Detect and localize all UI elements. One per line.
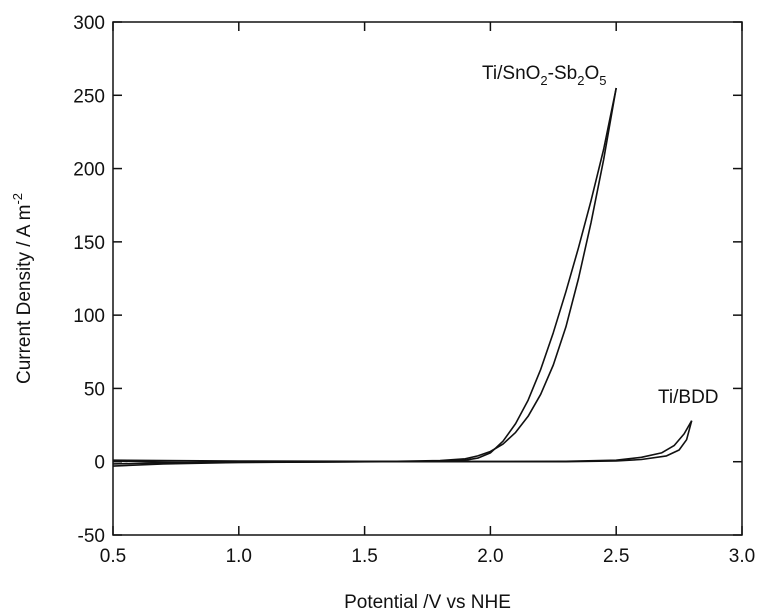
x-tick-label: 2.0: [477, 546, 503, 567]
x-tick-label: 0.5: [100, 546, 126, 567]
series-sno2-forward-scan: [112, 87, 617, 465]
series-bdd-forward-scan: [112, 420, 693, 467]
series-label-part: 2: [540, 73, 547, 88]
series-label-part: Ti/BDD: [658, 387, 719, 408]
y-tick-label: -50: [78, 526, 105, 547]
series-label-part: -Sb: [548, 63, 578, 84]
series-label-part: O: [584, 63, 599, 84]
series-label-part: Ti/SnO: [482, 63, 540, 84]
series-bdd-reverse-scan: [112, 420, 693, 463]
series-label-bdd: Ti/BDD: [658, 387, 719, 408]
x-axis-title: Potential /V vs NHE: [344, 592, 511, 613]
y-axis-title-superscript: -2: [10, 193, 25, 205]
y-tick-label: 250: [73, 86, 105, 107]
plot-frame: [112, 21, 743, 536]
y-tick-label: 0: [94, 453, 105, 474]
x-tick-labels: 0.5 1.0 1.5 2.0 2.5 3.0: [100, 546, 755, 567]
series-lines: [112, 87, 693, 467]
y-tick-label: 300: [73, 13, 105, 34]
y-tick-label: 200: [73, 160, 105, 181]
y-tick-label: 150: [73, 233, 105, 254]
y-axis-title-main: Current Density / A m: [14, 205, 35, 385]
x-tick-label: 2.5: [603, 546, 629, 567]
x-tick-label: 1.5: [351, 546, 377, 567]
y-tick-labels: -50 0 50 100 150 200 250 300: [73, 13, 105, 547]
y-axis-title: Current Density / A m-2: [10, 193, 35, 384]
series-label-sno2: Ti/SnO2-Sb2O5: [482, 63, 606, 88]
tick-marks: [112, 21, 743, 536]
y-tick-label: 50: [84, 379, 105, 400]
series-sno2-reverse-scan: [112, 87, 617, 464]
series-label-part: 2: [577, 73, 584, 88]
x-tick-label: 1.0: [226, 546, 252, 567]
y-tick-label: 100: [73, 306, 105, 327]
x-tick-label: 3.0: [729, 546, 755, 567]
series-label-part: 5: [599, 73, 606, 88]
